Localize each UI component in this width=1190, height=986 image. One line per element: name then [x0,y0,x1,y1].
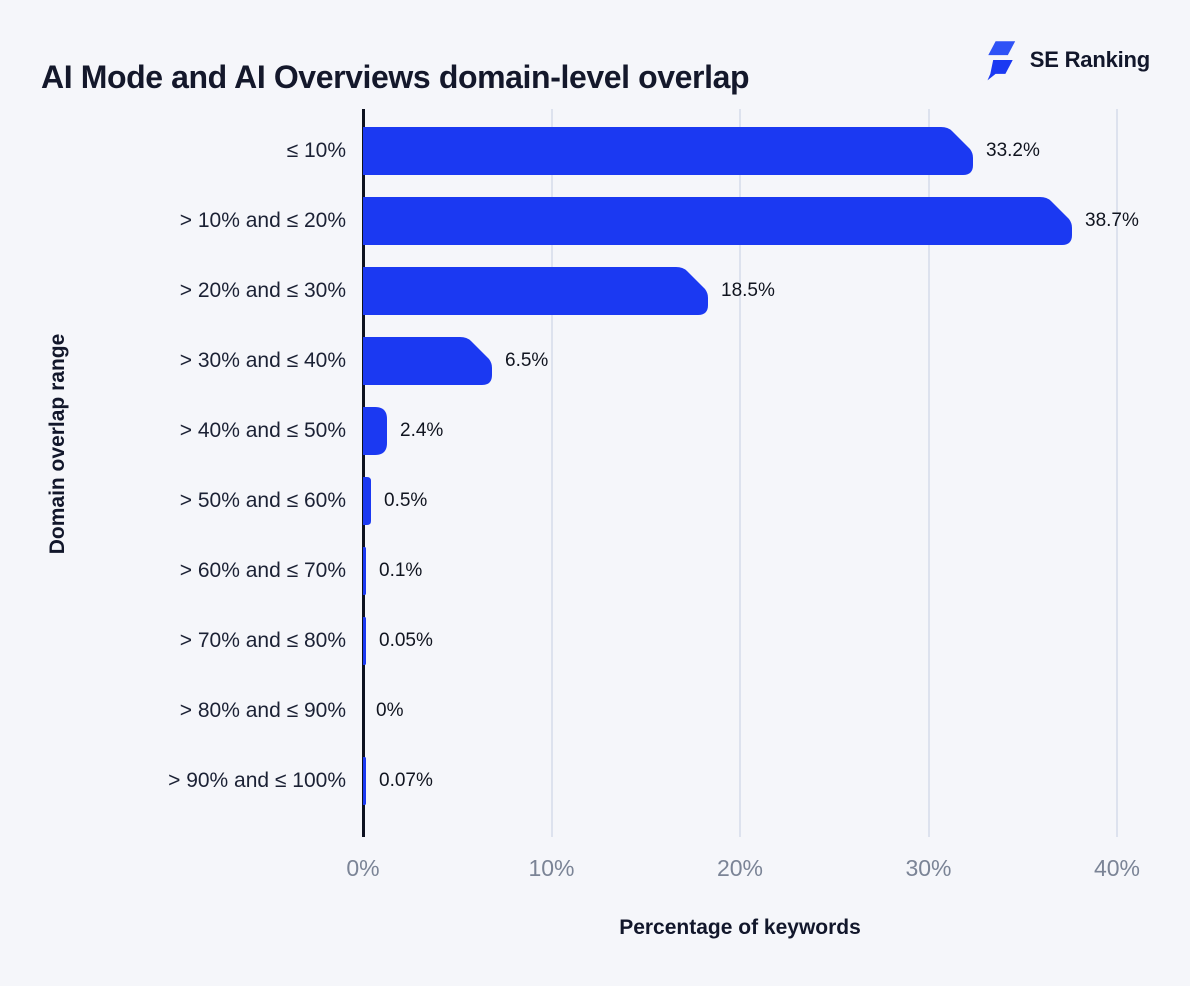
category-label: > 30% and ≤ 40% [179,349,346,372]
bar [363,127,973,175]
bar [363,477,371,525]
bar [363,337,492,385]
se-ranking-logo: SE Ranking [982,38,1150,82]
gridline [927,109,930,837]
value-label: 6.5% [505,350,549,371]
category-label: > 20% and ≤ 30% [179,279,346,302]
x-tick-label: 30% [905,855,952,881]
value-label: 18.5% [721,280,775,301]
category-label: > 40% and ≤ 50% [179,419,346,442]
value-label: 38.7% [1085,210,1139,231]
value-label: 2.4% [400,420,444,441]
y-axis-line [361,109,365,837]
category-label: > 90% and ≤ 100% [168,769,346,792]
bar [363,407,387,455]
y-axis-title: Domain overlap range [46,333,69,555]
bar [363,267,708,315]
value-label: 0.07% [379,770,433,791]
category-label: > 50% and ≤ 60% [179,489,346,512]
x-tick-label: 20% [716,855,764,881]
gridline [1116,109,1118,837]
x-axis-title: Percentage of keywords [619,916,861,939]
category-label: > 60% and ≤ 70% [179,559,346,582]
bar [363,197,1072,245]
brand-name: SE Ranking [1029,47,1150,72]
value-label: 0.1% [379,560,423,581]
value-label: 0% [376,700,404,721]
value-label: 33.2% [986,140,1040,161]
lightning-icon [987,41,1015,81]
value-label: 0.05% [379,630,433,651]
gridline [550,109,553,837]
value-label: 0.5% [384,490,428,511]
bar [363,547,366,595]
gridline [739,109,741,837]
chart-title: AI Mode and AI Overviews domain-level ov… [41,59,750,96]
bar [363,757,366,805]
bar [363,617,366,665]
category-label: > 10% and ≤ 20% [179,209,346,232]
category-label: > 80% and ≤ 90% [179,699,346,722]
category-label: ≤ 10% [286,139,346,162]
x-tick-label: 10% [528,855,575,881]
x-tick-label: 40% [1093,855,1141,881]
x-tick-label: 0% [346,855,380,881]
category-label: > 70% and ≤ 80% [179,629,346,652]
